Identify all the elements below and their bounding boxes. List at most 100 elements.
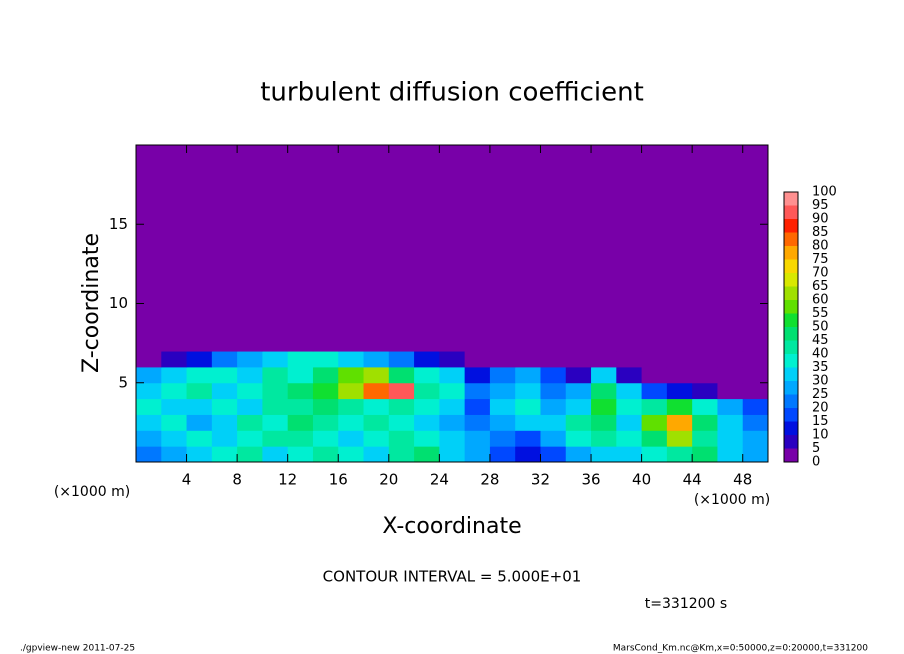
heatmap-cell bbox=[464, 398, 491, 415]
heatmap-cell bbox=[692, 366, 718, 384]
heatmap-cell bbox=[439, 446, 466, 463]
heatmap-cell bbox=[489, 430, 516, 447]
heatmap-cell bbox=[262, 446, 289, 463]
x-tick-label: 36 bbox=[581, 471, 600, 489]
heatmap-cell bbox=[312, 366, 339, 384]
heatmap-cell bbox=[262, 145, 289, 352]
heatmap-cell bbox=[237, 366, 263, 384]
heatmap-cell bbox=[464, 430, 491, 447]
heatmap-cell bbox=[616, 366, 643, 384]
x-tick-label: 24 bbox=[430, 471, 449, 489]
colorbar-swatch bbox=[784, 300, 798, 314]
colorbar-label: 30 bbox=[812, 374, 829, 389]
colorbar-swatch bbox=[784, 408, 798, 422]
heatmap-cell bbox=[540, 414, 567, 431]
heatmap-cell bbox=[591, 414, 617, 431]
heatmap-cell bbox=[641, 446, 668, 463]
footer-right: MarsCond_Km.nc@Km,x=0:50000,z=0:20000,t=… bbox=[613, 644, 868, 654]
colorbar-swatch bbox=[784, 273, 798, 287]
heatmap-cell bbox=[692, 446, 718, 463]
heatmap-cell bbox=[591, 351, 617, 368]
heatmap-cell bbox=[742, 366, 769, 384]
colorbar-swatch bbox=[784, 313, 798, 327]
heatmap-cell bbox=[515, 414, 541, 431]
heatmap-cell bbox=[666, 414, 693, 431]
heatmap-cell bbox=[186, 382, 213, 400]
heatmap-cell bbox=[338, 430, 365, 447]
heatmap-cell bbox=[742, 446, 769, 463]
heatmap-cell bbox=[338, 351, 365, 368]
colorbar-label: 40 bbox=[812, 347, 829, 362]
colorbar-label: 80 bbox=[812, 239, 829, 254]
heatmap-cell bbox=[616, 145, 643, 352]
heatmap-cell bbox=[414, 382, 440, 400]
heatmap-cell bbox=[692, 351, 718, 368]
heatmap-cell bbox=[540, 366, 567, 384]
heatmap-cell bbox=[439, 145, 466, 352]
x-tick-label: 44 bbox=[683, 471, 702, 489]
heatmap-cell bbox=[666, 430, 693, 447]
heatmap-cell bbox=[717, 382, 744, 400]
colorbar-label: 60 bbox=[812, 293, 829, 308]
heatmap-cell bbox=[161, 145, 188, 352]
heatmap-cell bbox=[692, 382, 718, 400]
y-axis-label: Z-coordinate bbox=[79, 233, 104, 373]
heatmap-cell bbox=[717, 351, 744, 368]
heatmap-cell bbox=[237, 430, 263, 447]
contour-interval: CONTOUR INTERVAL = 5.000E+01 bbox=[323, 568, 582, 586]
colorbar-label: 85 bbox=[812, 225, 829, 240]
colorbar-label: 100 bbox=[812, 185, 837, 200]
heatmap-cell bbox=[237, 414, 263, 431]
heatmap-cell bbox=[641, 398, 668, 415]
heatmap-cell bbox=[489, 145, 516, 352]
heatmap-cell bbox=[439, 414, 466, 431]
heatmap-cell bbox=[666, 398, 693, 415]
heatmap-cell bbox=[186, 446, 213, 463]
heatmap-cell bbox=[464, 382, 491, 400]
heatmap-cell bbox=[161, 366, 188, 384]
heatmap-cell bbox=[363, 398, 390, 415]
heatmap-cell bbox=[388, 145, 415, 352]
x-tick-label: 4 bbox=[182, 471, 192, 489]
heatmap-cell bbox=[692, 414, 718, 431]
heatmap-cell bbox=[237, 382, 263, 400]
heatmap-cell bbox=[287, 446, 314, 463]
colorbar-swatch bbox=[784, 354, 798, 368]
heatmap-cell bbox=[565, 382, 592, 400]
heatmap-cell bbox=[515, 382, 541, 400]
heatmap-cell bbox=[591, 382, 617, 400]
x-tick-label: 8 bbox=[232, 471, 242, 489]
colorbar-swatch bbox=[784, 367, 798, 381]
heatmap-cell bbox=[186, 414, 213, 431]
heatmap-cell bbox=[136, 414, 162, 431]
colorbar-label: 70 bbox=[812, 266, 829, 281]
heatmap-cell bbox=[136, 145, 162, 352]
heatmap-cell bbox=[464, 351, 491, 368]
heatmap-cell bbox=[136, 430, 162, 447]
heatmap-cell bbox=[540, 398, 567, 415]
heatmap-cell bbox=[312, 145, 339, 352]
heatmap-cell bbox=[515, 430, 541, 447]
heatmap-cell bbox=[237, 351, 263, 368]
heatmap-cell bbox=[186, 398, 213, 415]
heatmap-cell bbox=[591, 366, 617, 384]
heatmap-cell bbox=[262, 366, 289, 384]
heatmap-cell bbox=[464, 446, 491, 463]
heatmap-cell bbox=[742, 145, 769, 352]
colorbar-label: 45 bbox=[812, 333, 829, 348]
heatmap-cell bbox=[489, 382, 516, 400]
heatmap-cell bbox=[312, 430, 339, 447]
colorbar-swatch bbox=[784, 448, 798, 462]
heatmap-cell bbox=[414, 446, 440, 463]
heatmap-cell bbox=[742, 414, 769, 431]
heatmap-cell bbox=[388, 382, 415, 400]
time-label: t=331200 s bbox=[645, 596, 727, 612]
colorbar-swatch bbox=[784, 205, 798, 219]
heatmap-cell bbox=[312, 398, 339, 415]
heatmap-cell bbox=[641, 351, 668, 368]
heatmap-cell bbox=[388, 398, 415, 415]
heatmap-cell bbox=[287, 366, 314, 384]
heatmap-cell bbox=[363, 446, 390, 463]
heatmap-cell bbox=[717, 366, 744, 384]
heatmap-cell bbox=[363, 145, 390, 352]
